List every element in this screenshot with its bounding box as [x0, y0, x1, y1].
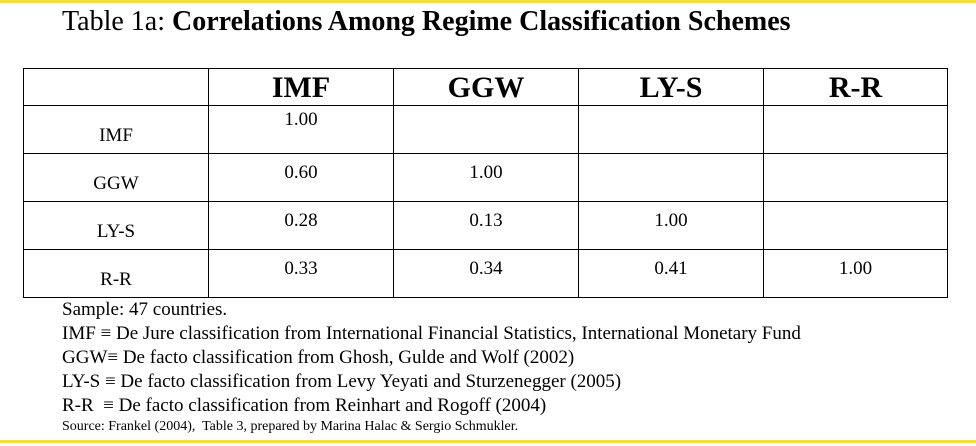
cell-value: 0.41 — [654, 258, 688, 279]
row-label-cell: R-R — [23, 249, 209, 298]
source-note: Source: Frankel (2004), Table 3, prepare… — [62, 419, 519, 434]
cell-value — [764, 202, 947, 210]
table-cell: 1.00 — [763, 249, 948, 298]
row-label: GGW — [93, 173, 139, 194]
cell-value — [764, 106, 947, 109]
cell-value — [394, 106, 578, 109]
note-imf-definition: IMF ≡ De Jure classification from Intern… — [62, 323, 801, 344]
note-sample: Sample: 47 countries. — [62, 299, 228, 320]
bottom-accent-rule — [0, 440, 976, 443]
table-cell: 1.00 — [578, 201, 764, 250]
table-row: IMF 1.00 — [23, 105, 948, 154]
cell-value: 1.00 — [838, 258, 873, 279]
column-header-ly-s: LY-S — [578, 68, 764, 106]
cell-value — [579, 106, 763, 109]
table-cell — [763, 105, 948, 154]
table-cell: 0.28 — [208, 201, 394, 250]
top-accent-rule — [0, 0, 976, 3]
cell-value: 0.13 — [469, 210, 503, 231]
table-title: Table 1a: Correlations Among Regime Clas… — [62, 6, 791, 38]
note-r-r-definition: R-R ≡ De facto classification from Reinh… — [62, 395, 547, 416]
table-cell: 1.00 — [208, 105, 394, 154]
header-corner-cell — [23, 68, 209, 106]
cell-value: 0.34 — [469, 258, 503, 279]
row-label-cell: IMF — [23, 105, 209, 154]
note-ly-s-definition: LY-S ≡ De facto classification from Levy… — [62, 371, 622, 392]
table-title-prefix: Table 1a: — [62, 6, 172, 37]
cell-value: 0.28 — [284, 210, 318, 231]
cell-value: 1.00 — [284, 109, 318, 130]
table-cell — [763, 153, 948, 202]
row-label: LY-S — [96, 221, 136, 242]
row-label: IMF — [99, 125, 133, 146]
table-cell: 0.33 — [208, 249, 394, 298]
cell-value — [764, 154, 947, 162]
table-cell — [578, 105, 764, 154]
row-label-cell: LY-S — [23, 201, 209, 250]
correlation-table: IMF GGW LY-S R-R IMF 1.00 GGW 0.60 1.00 … — [23, 68, 948, 298]
table-cell: 0.60 — [208, 153, 394, 202]
table-cell — [578, 153, 764, 202]
column-header-r-r: R-R — [763, 68, 948, 106]
table-cell: 0.41 — [578, 249, 764, 298]
note-ggw-definition: GGW≡ De facto classification from Ghosh,… — [62, 347, 575, 368]
cell-value: 1.00 — [469, 162, 503, 183]
row-label: R-R — [100, 269, 132, 290]
column-header-ggw: GGW — [393, 68, 579, 106]
table-row: R-R 0.33 0.34 0.41 1.00 — [23, 249, 948, 298]
column-header-imf: IMF — [208, 68, 394, 106]
table-notes: Sample: 47 countries. IMF ≡ De Jure clas… — [62, 298, 801, 436]
table-row: GGW 0.60 1.00 — [23, 153, 948, 202]
table-cell — [763, 201, 948, 250]
cell-value: 1.00 — [654, 210, 688, 231]
table-cell — [393, 105, 579, 154]
table-row: LY-S 0.28 0.13 1.00 — [23, 201, 948, 250]
table-cell: 0.34 — [393, 249, 579, 298]
table-header-row: IMF GGW LY-S R-R — [23, 68, 948, 106]
table-title-main: Correlations Among Regime Classification… — [172, 6, 791, 37]
cell-value: 0.33 — [284, 258, 318, 279]
cell-value — [579, 154, 763, 162]
row-label-cell: GGW — [23, 153, 209, 202]
table-cell: 1.00 — [393, 153, 579, 202]
cell-value: 0.60 — [284, 162, 318, 183]
table-cell: 0.13 — [393, 201, 579, 250]
